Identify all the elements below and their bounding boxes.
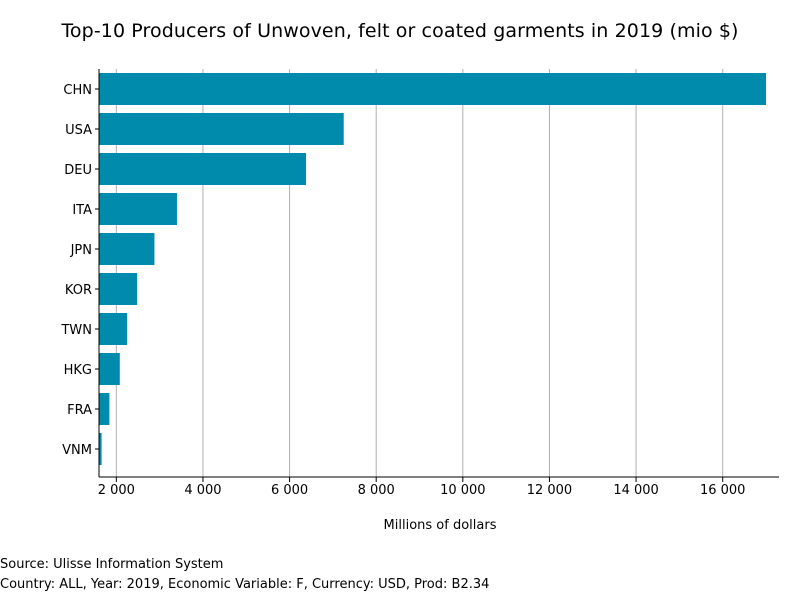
x-tick-label: 2 000 [98, 483, 135, 498]
bar-ita [99, 193, 177, 225]
chart-title: Top-10 Producers of Unwoven, felt or coa… [61, 20, 739, 42]
bar-vnm [99, 433, 102, 465]
category-label-fra: FRA [67, 403, 92, 418]
x-tick-label: 10 000 [440, 483, 486, 498]
category-label-usa: USA [65, 123, 92, 138]
bar-fra [99, 393, 110, 425]
bar-chn [99, 73, 767, 105]
x-axis-label: Millions of dollars [384, 518, 497, 533]
x-tick-label: 16 000 [700, 483, 746, 498]
bar-deu [99, 153, 307, 185]
bars [99, 73, 767, 465]
category-label-chn: CHN [63, 83, 92, 98]
x-tick-label: 4 000 [184, 483, 221, 498]
category-label-jpn: JPN [70, 243, 92, 258]
category-label-deu: DEU [64, 163, 92, 178]
details-note: Country: ALL, Year: 2019, Economic Varia… [0, 577, 490, 592]
source-note: Source: Ulisse Information System [0, 557, 224, 572]
bar-twn [99, 313, 128, 345]
category-label-hkg: HKG [64, 363, 92, 378]
x-tick-label: 6 000 [271, 483, 308, 498]
x-tick-label: 12 000 [527, 483, 573, 498]
x-tick-label: 8 000 [358, 483, 395, 498]
category-label-ita: ITA [72, 203, 92, 218]
category-label-kor: KOR [65, 283, 92, 298]
bar-jpn [99, 233, 155, 265]
category-label-vnm: VNM [62, 443, 92, 458]
bar-kor [99, 273, 138, 305]
x-tick-label: 14 000 [613, 483, 659, 498]
bar-hkg [99, 353, 120, 385]
category-label-twn: TWN [60, 323, 92, 338]
bar-usa [99, 113, 344, 145]
axes: 2 000 4 000 6 000 8 000 10 000 12 000 14 000 16… [60, 69, 779, 498]
